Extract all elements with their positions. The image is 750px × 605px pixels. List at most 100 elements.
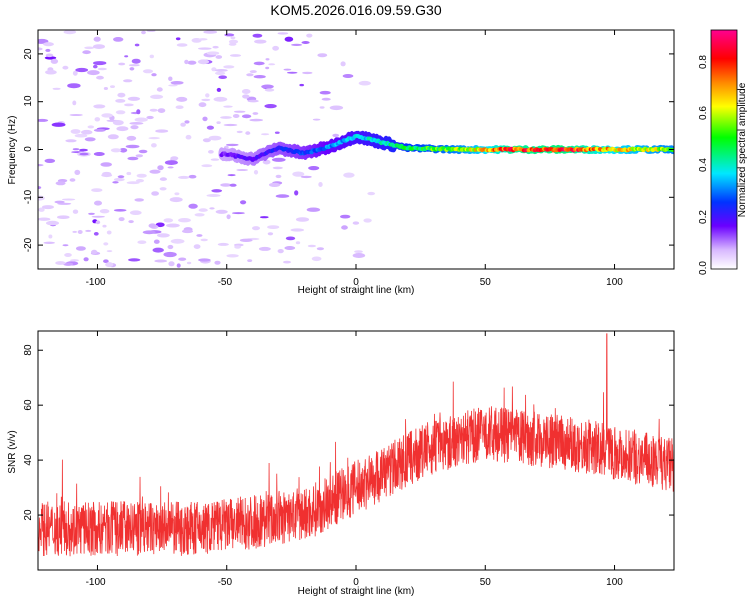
- noise-speckle: [242, 94, 250, 99]
- noise-speckle: [110, 85, 115, 88]
- noise-speckle: [277, 249, 284, 254]
- noise-speckle: [142, 230, 156, 235]
- noise-speckle: [52, 87, 61, 90]
- noise-speckle: [206, 125, 214, 130]
- noise-speckle: [264, 88, 275, 92]
- noise-speckle: [215, 55, 223, 59]
- noise-speckle: [245, 131, 251, 135]
- noise-speckle: [254, 39, 267, 44]
- noise-speckle: [343, 172, 355, 178]
- noise-speckle: [134, 43, 140, 47]
- noise-speckle: [301, 41, 310, 44]
- noise-speckle: [134, 198, 144, 202]
- noise-speckle: [176, 96, 188, 102]
- noise-speckle: [226, 143, 239, 147]
- noise-speckle: [123, 103, 134, 107]
- y-tick-label: 80: [23, 344, 34, 356]
- noise-speckle: [84, 46, 95, 50]
- noise-speckle: [63, 30, 77, 35]
- noise-speckle: [135, 154, 143, 158]
- noise-speckle: [180, 122, 186, 127]
- noise-speckle: [253, 61, 265, 66]
- noise-speckle: [38, 164, 44, 167]
- noise-speckle: [126, 171, 132, 176]
- noise-speckle: [79, 152, 89, 156]
- noise-speckle: [54, 200, 65, 204]
- noise-speckle: [228, 39, 239, 44]
- spectrogram-y-label: Frequency (Hz): [7, 116, 18, 185]
- noise-speckle: [65, 139, 77, 143]
- noise-speckle: [93, 64, 98, 69]
- x-tick-label: -50: [218, 577, 233, 588]
- noise-speckle: [198, 47, 212, 50]
- noise-speckle: [178, 175, 190, 179]
- colorbar-label: Normalized spectral amplitude: [737, 82, 748, 217]
- noise-speckle: [101, 113, 113, 118]
- noise-speckle: [202, 138, 211, 143]
- noise-speckle: [70, 129, 81, 134]
- noise-speckle: [69, 178, 76, 182]
- noise-speckle: [239, 238, 253, 242]
- noise-speckle: [226, 254, 239, 258]
- noise-speckle: [38, 195, 45, 201]
- noise-speckle: [217, 242, 229, 246]
- noise-speckle: [43, 241, 55, 244]
- noise-speckle: [63, 262, 74, 266]
- noise-speckle: [157, 108, 166, 113]
- noise-speckle: [319, 106, 325, 109]
- noise-speckle: [176, 43, 188, 47]
- x-tick-label: -50: [218, 277, 233, 288]
- noise-speckle: [342, 74, 354, 78]
- noise-speckle: [202, 116, 208, 122]
- noise-speckle: [167, 244, 174, 250]
- noise-speckle: [84, 137, 96, 142]
- noise-speckle: [198, 208, 208, 212]
- noise-speckle: [72, 148, 80, 151]
- colorbar-tick-label: 0.4: [698, 158, 709, 172]
- noise-speckle: [367, 191, 376, 196]
- noise-speckle: [159, 187, 167, 191]
- noise-speckle: [302, 71, 313, 75]
- noise-speckle: [220, 116, 232, 119]
- noise-speckle: [363, 218, 372, 223]
- noise-speckle: [157, 233, 170, 238]
- noise-speckle: [211, 189, 223, 193]
- noise-speckle: [229, 54, 242, 57]
- noise-speckle: [308, 166, 320, 171]
- noise-speckle: [112, 120, 124, 126]
- noise-speckle: [38, 118, 49, 122]
- noise-speckle: [154, 259, 168, 263]
- noise-speckle: [259, 216, 269, 219]
- noise-speckle: [72, 230, 77, 233]
- colorbar-gradient: [710, 29, 738, 270]
- noise-speckle: [218, 75, 227, 79]
- noise-speckle: [241, 89, 251, 94]
- noise-speckle: [307, 244, 316, 248]
- noise-speckle: [215, 209, 228, 214]
- noise-speckle: [102, 171, 112, 176]
- noise-speckle: [42, 205, 54, 210]
- noise-speckle: [87, 70, 100, 76]
- noise-speckle: [170, 81, 184, 85]
- noise-speckle: [198, 258, 211, 262]
- y-tick-label: 60: [23, 399, 34, 411]
- noise-speckle: [208, 150, 214, 154]
- noise-speckle: [290, 228, 305, 232]
- noise-speckle: [234, 245, 242, 249]
- noise-speckle: [318, 182, 323, 187]
- noise-speckle: [134, 117, 148, 122]
- noise-speckle: [253, 75, 266, 79]
- noise-speckle: [152, 247, 164, 253]
- noise-speckle: [223, 123, 238, 127]
- noise-speckle: [275, 174, 282, 179]
- noise-speckle: [205, 93, 210, 98]
- noise-speckle: [228, 42, 237, 46]
- noise-speckle: [252, 226, 260, 231]
- noise-speckle: [72, 70, 78, 76]
- noise-speckle: [184, 120, 190, 124]
- noise-speckle: [57, 215, 70, 219]
- noise-speckle: [230, 36, 236, 40]
- noise-speckle: [246, 73, 254, 77]
- noise-speckle: [128, 220, 134, 224]
- noise-speckle: [137, 240, 147, 244]
